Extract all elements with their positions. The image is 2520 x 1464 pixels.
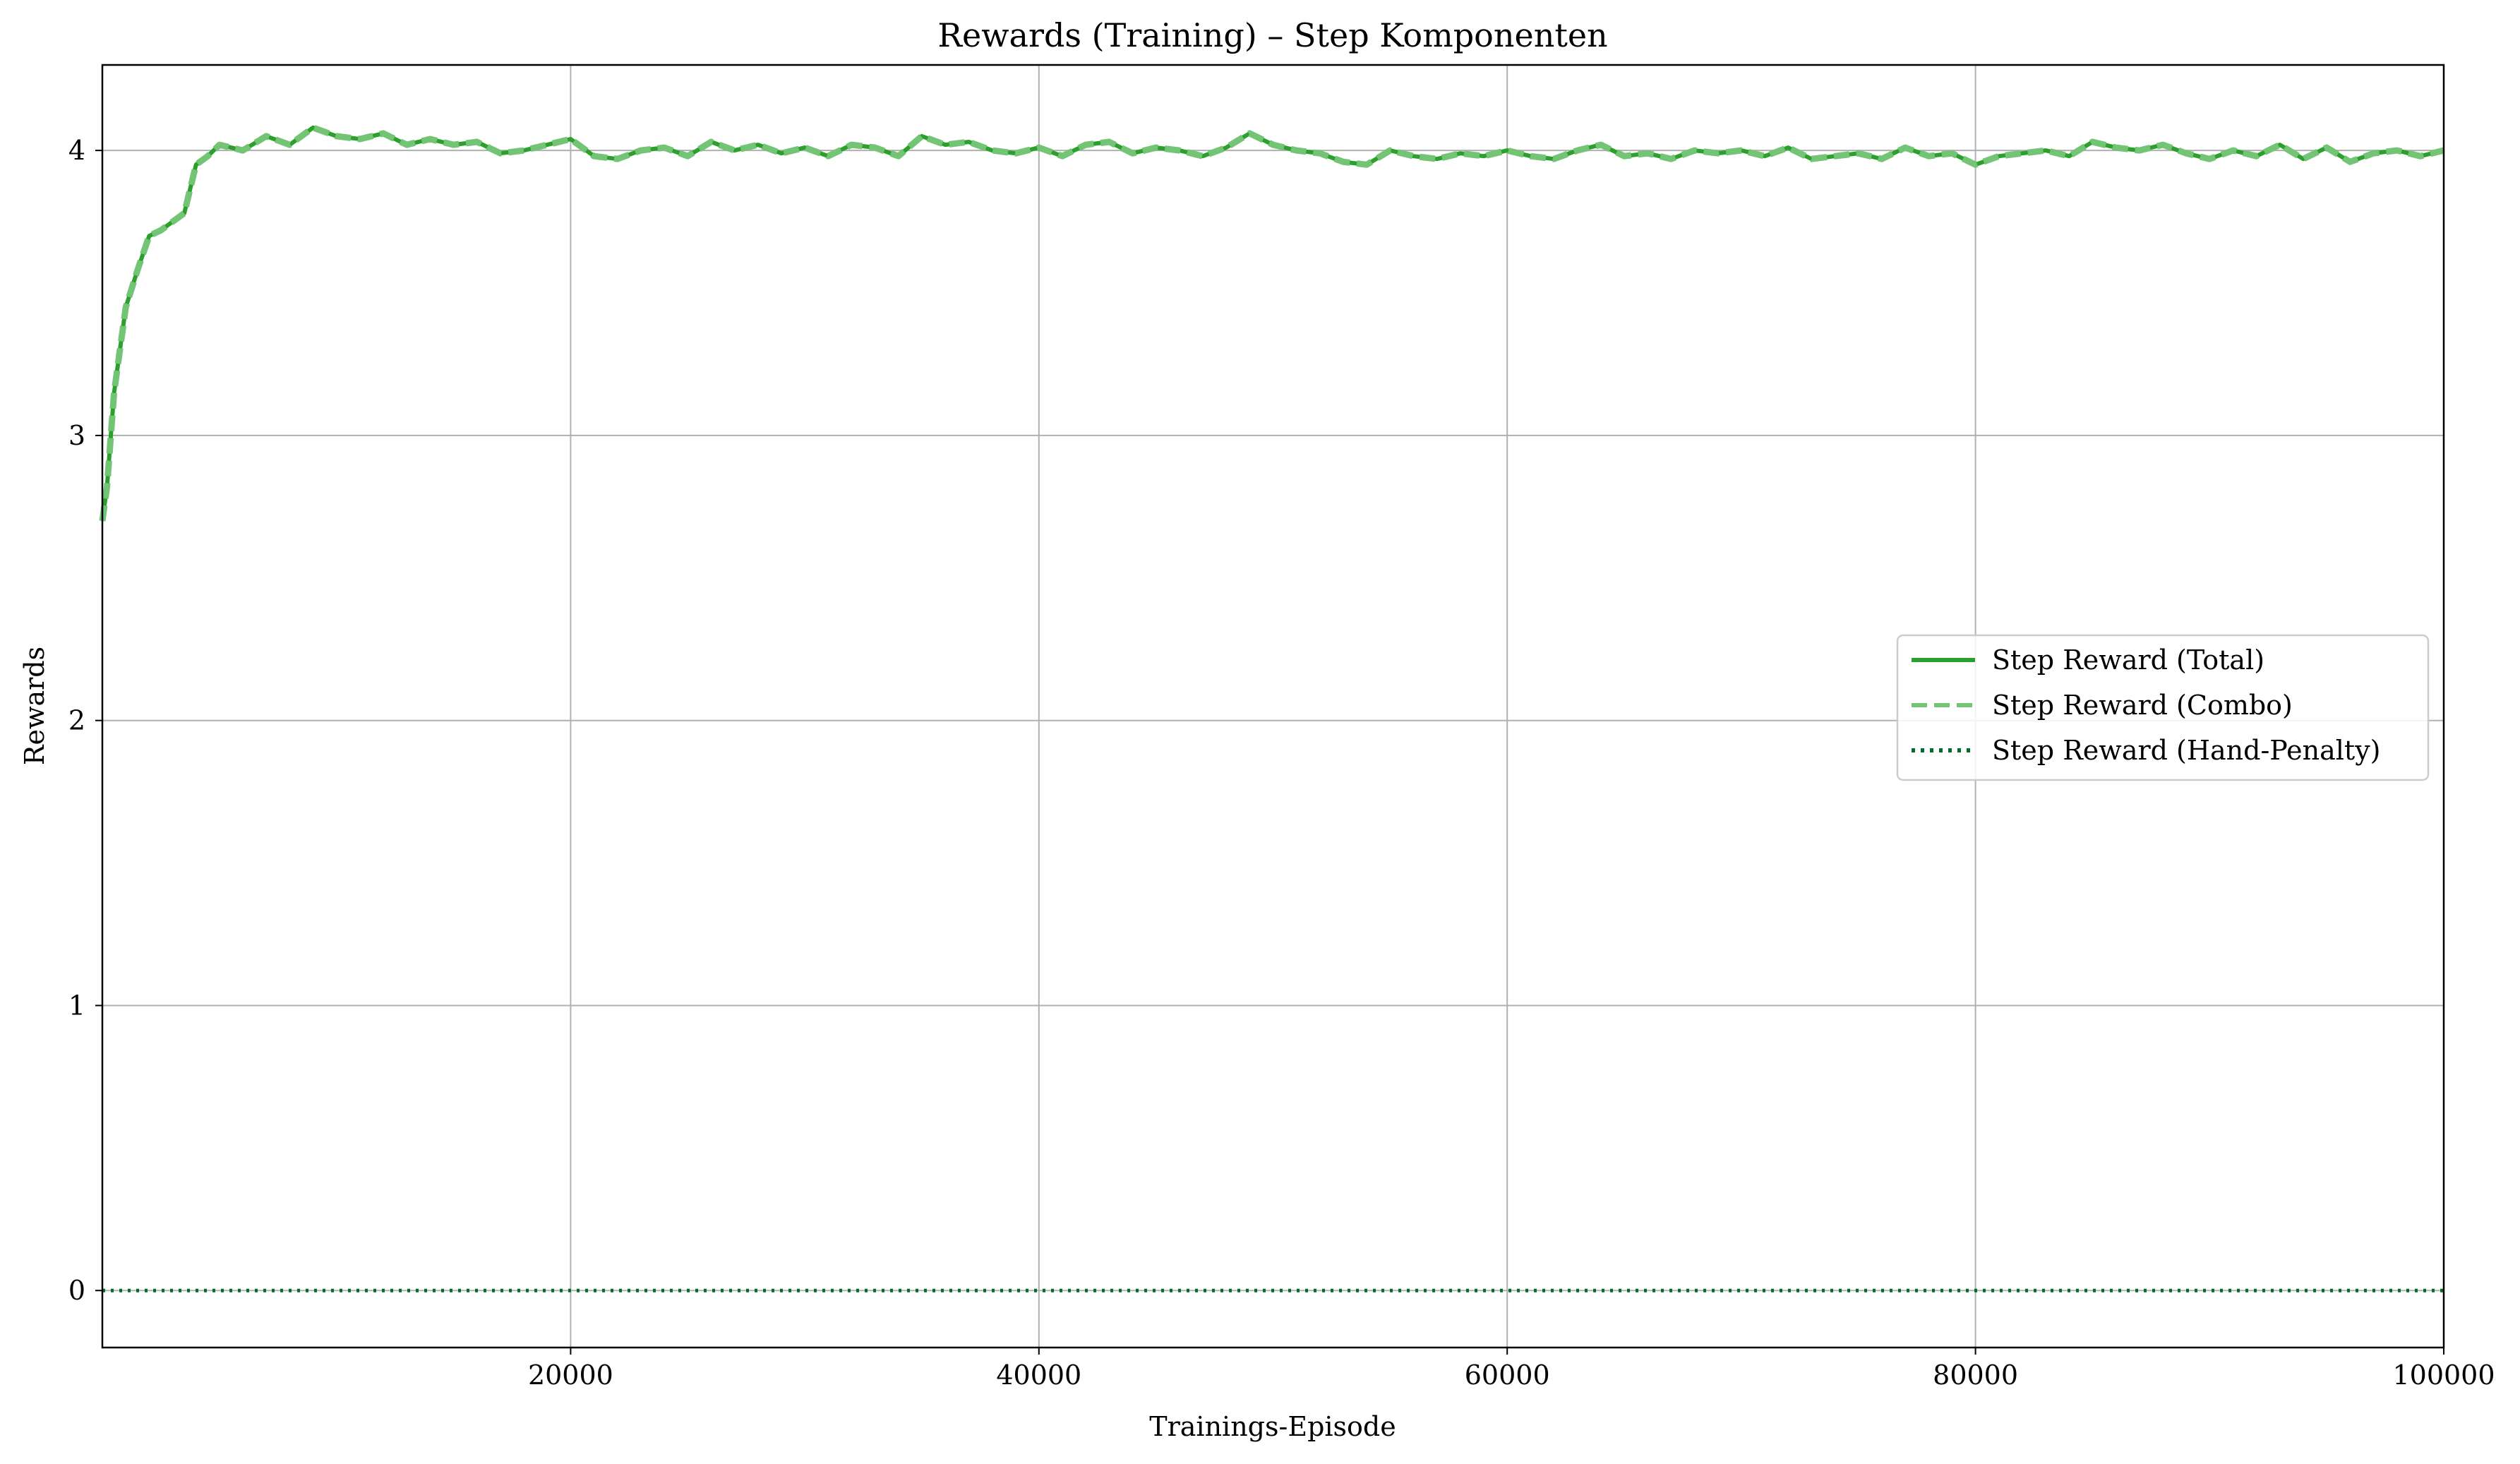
- y-tick-label: 1: [68, 990, 85, 1021]
- x-tick-label: 40000: [996, 1360, 1081, 1391]
- x-tick-label: 100000: [2392, 1360, 2495, 1391]
- y-tick-label: 3: [68, 420, 85, 451]
- y-tick-label: 4: [68, 135, 85, 166]
- y-tick-label: 2: [68, 705, 85, 736]
- x-tick-label: 20000: [528, 1360, 613, 1391]
- x-axis-label: Trainings-Episode: [1149, 1411, 1396, 1442]
- legend-label-combo: Step Reward (Combo): [1992, 690, 2293, 721]
- axis-ticks: 20000 40000 60000 80000 100000 0 1 2 3 4: [68, 135, 2495, 1391]
- x-tick-label: 80000: [1933, 1360, 2018, 1391]
- x-tick-label: 60000: [1465, 1360, 1550, 1391]
- legend-box: [1896, 634, 2430, 781]
- legend-label-total: Step Reward (Total): [1992, 644, 2264, 676]
- series-line-1: [99, 124, 2445, 522]
- chart-title: Rewards (Training) – Step Komponenten: [937, 16, 1607, 54]
- plot-frame: [101, 64, 2445, 1349]
- series-layer: [99, 124, 2445, 1292]
- y-axis-label: Rewards: [19, 647, 50, 765]
- y-tick-label: 0: [68, 1275, 85, 1306]
- chart-legend: Step Reward (Total) Step Reward (Combo) …: [1896, 634, 2430, 781]
- legend-label-hand-penalty: Step Reward (Hand-Penalty): [1992, 735, 2381, 766]
